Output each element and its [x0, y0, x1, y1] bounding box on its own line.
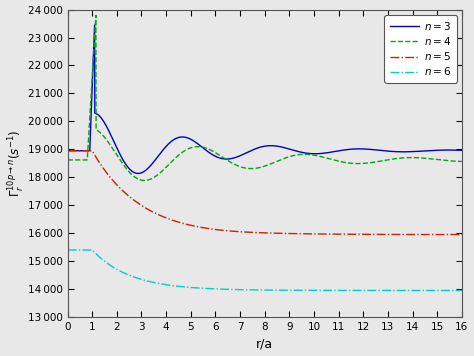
Line: $n = 5$: $n = 5$ [68, 151, 462, 235]
Y-axis label: $\Gamma_r^{10p\rightarrow n}(s^{-1})$: $\Gamma_r^{10p\rightarrow n}(s^{-1})$ [6, 130, 27, 197]
$n = 6$ [447, 288, 453, 293]
$n = 6$ [234, 287, 239, 292]
$n = 5$ [234, 229, 239, 234]
$n = 4$ [65, 158, 71, 162]
$n = 5$ [447, 232, 453, 237]
$n = 5$ [459, 232, 465, 237]
$n = 4$ [142, 178, 147, 183]
$n = 4$ [459, 159, 465, 163]
$n = 5$ [252, 230, 258, 235]
$n = 4$ [351, 161, 357, 166]
$n = 5$ [65, 148, 71, 153]
$n = 6$ [427, 288, 433, 293]
Line: $n = 6$: $n = 6$ [68, 250, 462, 290]
Line: $n = 4$: $n = 4$ [68, 15, 462, 180]
$n = 6$ [252, 288, 258, 292]
$n = 5$ [351, 232, 357, 236]
Legend: $n = 3$, $n = 4$, $n = 5$, $n = 6$: $n = 3$, $n = 4$, $n = 5$, $n = 6$ [384, 15, 456, 83]
$n = 4$ [234, 163, 239, 167]
$n = 4$ [447, 159, 453, 163]
$n = 4$ [428, 157, 433, 161]
$n = 3$ [428, 148, 433, 153]
$n = 5$ [230, 229, 236, 234]
$n = 3$ [351, 147, 357, 151]
$n = 6$ [459, 288, 465, 293]
$n = 6$ [230, 287, 236, 292]
$n = 3$ [234, 155, 239, 159]
$n = 3$ [135, 171, 141, 176]
$n = 3$ [252, 147, 258, 151]
$n = 5$ [427, 232, 433, 237]
$n = 3$ [459, 148, 465, 152]
$n = 3$ [92, 23, 98, 27]
$n = 3$ [231, 156, 237, 160]
$n = 3$ [65, 148, 71, 153]
$n = 6$ [65, 248, 71, 252]
Line: $n = 3$: $n = 3$ [68, 25, 462, 173]
$n = 6$ [351, 288, 357, 293]
$n = 3$ [447, 148, 453, 152]
$n = 4$ [231, 162, 237, 166]
$n = 4$ [93, 13, 99, 17]
$n = 4$ [252, 166, 258, 171]
X-axis label: r/a: r/a [256, 337, 273, 350]
